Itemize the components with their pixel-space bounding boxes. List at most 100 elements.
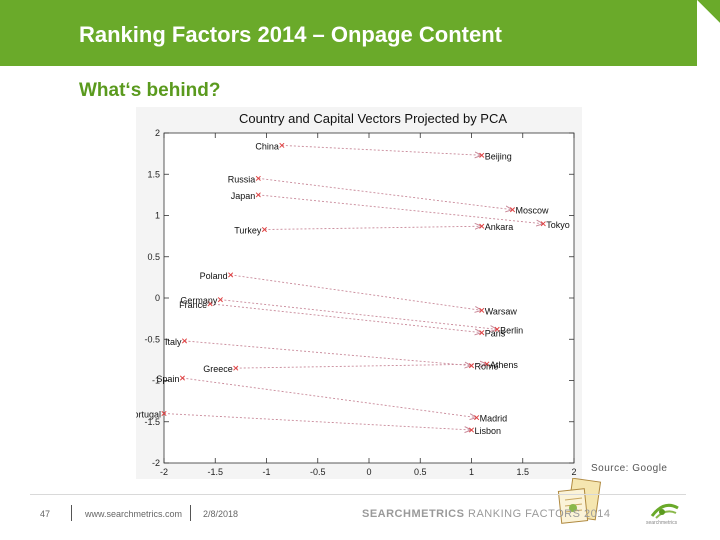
vector-arrow <box>163 413 472 431</box>
x-tick-label: 0.5 <box>414 467 427 477</box>
data-point <box>161 410 167 417</box>
y-tick-label: -0.5 <box>144 334 160 344</box>
point-marker <box>479 152 485 158</box>
point-label: Germany <box>180 296 218 306</box>
x-tick-label: 0 <box>366 467 371 477</box>
data-point <box>233 365 239 371</box>
searchmetrics-logo-icon <box>650 503 679 519</box>
point-marker <box>233 365 239 371</box>
footer-brand: SEARCHMETRICS RANKING FACTORS 2014 <box>362 508 610 520</box>
point-marker <box>540 221 546 227</box>
point-label: Warsaw <box>485 306 518 316</box>
y-tick-label: 0 <box>155 293 160 303</box>
data-point <box>255 192 261 198</box>
point-label: Russia <box>228 174 256 184</box>
point-label: Greece <box>203 364 233 374</box>
point-label: Poland <box>200 271 228 281</box>
footer-logo-text: searchmetrics <box>646 520 678 526</box>
footer-url: www.searchmetrics.com <box>85 509 183 519</box>
footer-separator <box>190 505 191 521</box>
x-tick-label: -1.5 <box>207 467 223 477</box>
point-marker <box>474 415 480 421</box>
data-point <box>484 361 490 367</box>
data-point <box>479 307 485 313</box>
point-label: Moscow <box>516 206 550 216</box>
footer-brand-bold: SEARCHMETRICS <box>362 508 465 520</box>
point-marker <box>217 297 223 303</box>
footer-separator <box>71 505 72 521</box>
x-tick-label: 2 <box>571 467 576 477</box>
y-tick-label: 1.5 <box>147 169 160 179</box>
x-tick-label: -0.5 <box>310 467 326 477</box>
x-tick-label: 1.5 <box>516 467 529 477</box>
point-marker <box>255 192 261 198</box>
page-number: 47 <box>40 509 51 519</box>
data-point <box>181 338 188 344</box>
x-tick-label: -2 <box>160 467 168 477</box>
y-tick-label: 2 <box>155 128 160 138</box>
data-point <box>479 152 485 158</box>
y-tick-label: -1 <box>152 376 160 386</box>
point-marker <box>484 361 490 367</box>
point-marker <box>509 207 516 213</box>
notepad-icon <box>557 478 602 524</box>
vector-arrow <box>184 340 472 366</box>
vector-arrow <box>235 364 487 369</box>
point-label: Beijing <box>485 151 512 161</box>
slide-subtitle: What‘s behind? <box>79 80 221 101</box>
point-marker <box>479 307 485 313</box>
vector-arrow <box>210 303 482 333</box>
data-point <box>207 301 213 307</box>
chart-title: Country and Capital Vectors Projected by… <box>239 111 507 126</box>
source-note: Source: Google <box>591 463 668 474</box>
vector-arrow <box>264 226 481 230</box>
point-label: Portugal <box>136 410 161 420</box>
vector-arrow <box>182 377 476 418</box>
point-label: Italy <box>165 337 182 347</box>
point-label: Berlin <box>500 325 523 335</box>
title-bar <box>0 0 697 66</box>
point-label: Ankara <box>485 222 514 232</box>
point-label: Rome <box>475 362 499 372</box>
vector-arrow <box>258 177 512 209</box>
data-point <box>540 221 546 227</box>
x-tick-label: -1 <box>262 467 270 477</box>
vector-arrow <box>281 144 482 155</box>
point-marker <box>279 142 285 148</box>
point-marker <box>179 375 186 381</box>
data-point <box>509 207 516 213</box>
data-point <box>255 175 261 181</box>
data-point <box>479 223 485 229</box>
pca-chart: Country and Capital Vectors Projected by… <box>136 107 582 479</box>
data-point <box>228 272 234 278</box>
point-label: China <box>255 141 279 151</box>
data-point <box>474 415 480 421</box>
point-label: Turkey <box>234 226 262 236</box>
point-marker <box>479 223 485 229</box>
footer-divider <box>30 494 686 495</box>
point-marker <box>468 427 475 433</box>
data-point <box>468 427 475 433</box>
point-label: Tokyo <box>546 220 570 230</box>
point-marker <box>161 410 167 417</box>
slide-title: Ranking Factors 2014 – Onpage Content <box>79 22 502 47</box>
data-point <box>494 326 500 332</box>
point-label: Spain <box>156 374 179 384</box>
plot-area <box>164 133 574 463</box>
data-point <box>179 375 186 381</box>
y-tick-label: 1 <box>155 211 160 221</box>
point-marker <box>181 338 188 344</box>
point-label: France <box>179 300 207 310</box>
point-marker <box>468 363 475 369</box>
point-marker <box>261 226 268 233</box>
point-label: Madrid <box>480 414 508 424</box>
point-marker <box>228 272 234 278</box>
point-label: Athens <box>490 360 519 370</box>
point-marker <box>255 175 261 181</box>
chart-svg: Country and Capital Vectors Projected by… <box>136 107 582 479</box>
point-marker <box>494 326 500 332</box>
point-marker <box>207 301 213 307</box>
corner-fold-icon <box>697 0 720 23</box>
data-point <box>468 363 475 369</box>
data-point <box>261 226 268 233</box>
